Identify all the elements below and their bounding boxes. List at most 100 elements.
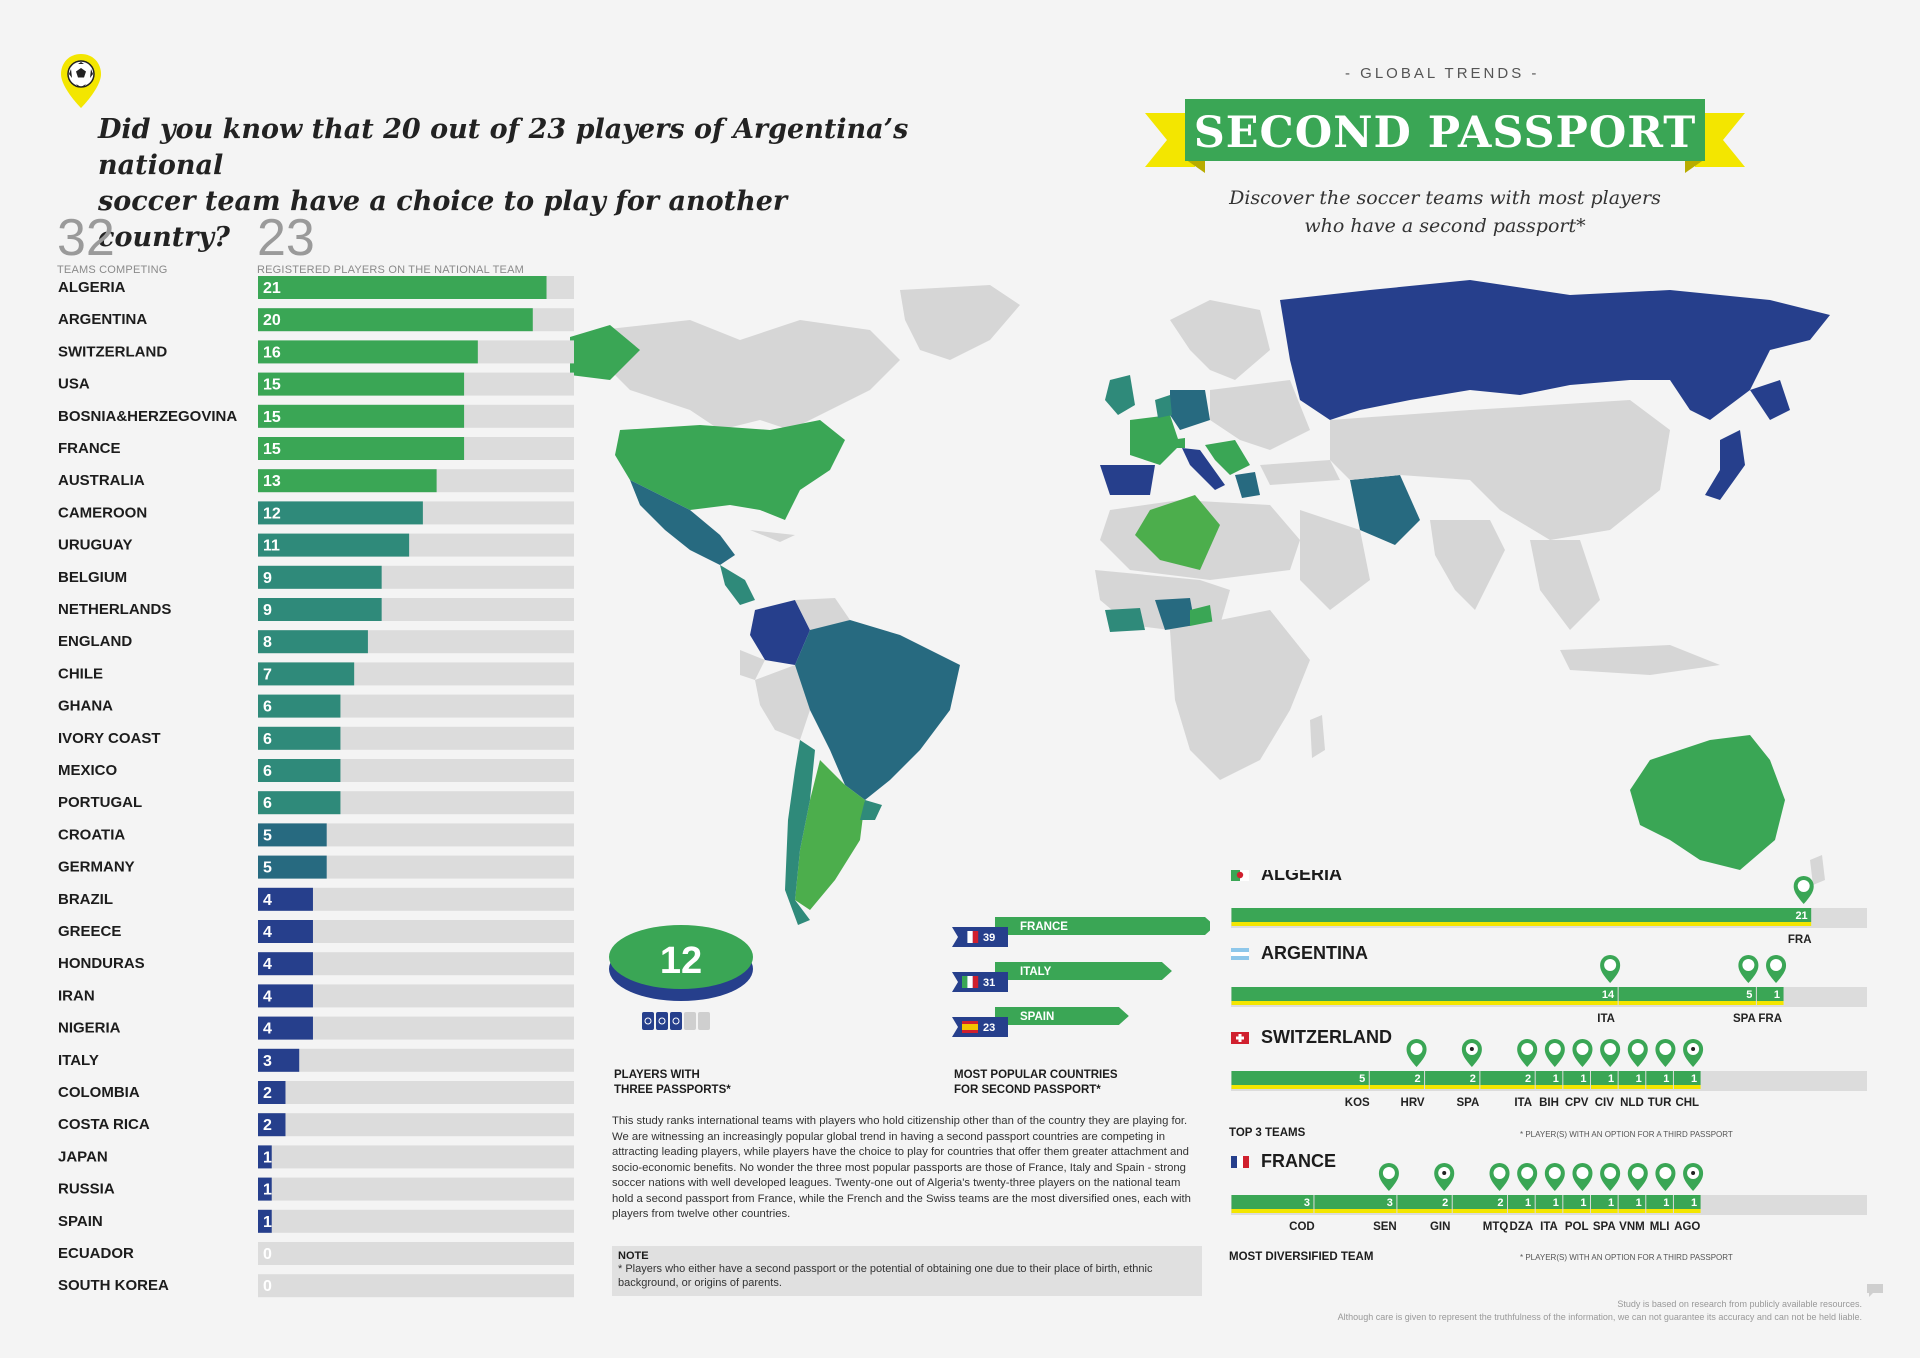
segment-value: 1	[1636, 1197, 1642, 1209]
segment-country-code: CHL	[1675, 1097, 1699, 1109]
segment-value: 1	[1691, 1073, 1697, 1085]
team-bar-underline	[1369, 1085, 1425, 1089]
bar	[258, 1016, 313, 1040]
team-bar-underline	[1508, 1209, 1535, 1213]
bar	[258, 308, 533, 332]
teams-breakdown-chart: ALGERIA21FRAARGENTINA14ITA5SPA1FRASWITZE…	[1231, 870, 1867, 1233]
map-china	[1470, 400, 1670, 540]
team-bar-underline	[1397, 1209, 1452, 1213]
segment-value: 1	[1636, 1073, 1642, 1085]
segment-country-code: ITA	[1540, 1221, 1558, 1233]
location-pin-icon	[1544, 1163, 1565, 1191]
location-pin-icon	[1600, 1039, 1621, 1067]
bar-value-label: 20	[263, 312, 281, 329]
popular-value: 23	[983, 1022, 995, 1034]
page-title: SECOND PASSPORT	[1193, 108, 1697, 158]
algeria-flag-icon	[1231, 870, 1249, 881]
popular-country-label: SPAIN	[1020, 1011, 1054, 1023]
team-bar-underline	[1231, 922, 1812, 926]
bar-track	[258, 1048, 574, 1072]
speech-bubble-icon	[1867, 1284, 1883, 1297]
map-algeria	[1135, 495, 1220, 570]
team-bar-segment	[1563, 1195, 1590, 1209]
segment-value: 2	[1470, 1073, 1476, 1085]
segment-country-code: FRA	[1788, 934, 1812, 946]
segment-value: 3	[1387, 1197, 1393, 1209]
study-description: This study ranks international teams wit…	[612, 1115, 1191, 1220]
kicker: - GLOBAL TRENDS -	[1345, 65, 1540, 82]
bar	[258, 662, 355, 686]
bar-value-label: 13	[263, 473, 281, 490]
country-label: JAPAN	[58, 1148, 108, 1165]
bar-track	[258, 1081, 574, 1104]
team-bar-segment	[1231, 908, 1812, 922]
bar	[258, 1209, 272, 1233]
segment-country-code: AGO	[1674, 1221, 1700, 1233]
intro-question: Did you know that 20 out of 23 players o…	[98, 112, 918, 256]
bar-track	[258, 855, 574, 879]
team-bar-segment	[1590, 1071, 1618, 1085]
segment-value: 1	[1774, 989, 1780, 1001]
bar	[258, 533, 410, 557]
location-pin-icon	[1572, 1163, 1593, 1191]
map-cuba	[750, 530, 795, 542]
country-label: CROATIA	[58, 826, 125, 843]
diversified-label: MOST DIVERSIFIED TEAM	[1229, 1251, 1374, 1263]
map-argentina	[795, 760, 865, 910]
map-balkans	[1205, 440, 1250, 475]
map-colombia	[750, 600, 810, 665]
popular-country-label: ITALY	[1020, 966, 1052, 978]
bar-track	[258, 1209, 574, 1233]
segment-value: 1	[1691, 1197, 1697, 1209]
teams-count: 32	[57, 209, 115, 267]
segment-value: 1	[1663, 1073, 1669, 1085]
team-bar-segment	[1231, 1071, 1369, 1085]
popular-value-tag	[952, 927, 1008, 947]
country-label: ARGENTINA	[58, 311, 147, 328]
country-label: IVORY COAST	[58, 730, 161, 747]
map-brazil	[795, 620, 960, 800]
country-label: SPAIN	[58, 1213, 103, 1230]
team-name: SWITZERLAND	[1261, 1027, 1392, 1047]
location-pin-icon	[1738, 955, 1759, 983]
team-bar-segment	[1314, 1195, 1397, 1209]
bar-track	[258, 1016, 574, 1040]
map-arabia	[1300, 510, 1370, 610]
team-bar-underline	[1231, 1001, 1618, 1005]
team-bar-segment	[1535, 1195, 1563, 1209]
popular-value: 39	[983, 932, 995, 944]
location-pin-icon	[1600, 955, 1621, 983]
location-pin-icon	[1517, 1039, 1538, 1067]
team-bar-segment	[1618, 987, 1756, 1001]
third-passport-pin-icon	[1683, 1039, 1704, 1067]
team-bar-underline	[1646, 1085, 1673, 1089]
map-russia	[1280, 280, 1830, 420]
bar	[258, 1113, 286, 1137]
passport-icon	[656, 1012, 668, 1030]
third-passport-note-2: * PLAYER(S) WITH AN OPTION FOR A THIRD P…	[1520, 1253, 1733, 1262]
country-label: MEXICO	[58, 762, 118, 779]
bar	[258, 469, 437, 493]
segment-value: 2	[1414, 1073, 1420, 1085]
world-map	[570, 280, 1830, 925]
bar	[258, 630, 368, 654]
popular-countries-label: MOST POPULAR COUNTRIES FOR SECOND PASSPO…	[954, 1068, 1118, 1098]
map-scandinavia	[1170, 300, 1270, 380]
bar	[258, 437, 465, 460]
segment-value: 1	[1525, 1197, 1531, 1209]
disclaimer-line-1: Study is based on research from publicly…	[1617, 1299, 1862, 1309]
country-label: HONDURAS	[58, 955, 145, 972]
map-switzerland	[1170, 438, 1185, 448]
segment-value: 14	[1602, 989, 1615, 1001]
map-germany	[1170, 390, 1210, 430]
three-passports-label: PLAYERS WITH THREE PASSPORTS*	[614, 1068, 731, 1098]
bar-value-label: 8	[263, 634, 272, 651]
location-pin-icon	[1600, 1163, 1621, 1191]
map-alaska	[570, 325, 640, 380]
map-kamchatka	[1750, 380, 1790, 420]
country-label: COLOMBIA	[58, 1084, 140, 1101]
france-flag-icon	[972, 931, 979, 943]
location-pin-icon	[1627, 1039, 1648, 1067]
map-madagascar	[1310, 715, 1325, 758]
bar-value-label: 0	[263, 1246, 272, 1263]
